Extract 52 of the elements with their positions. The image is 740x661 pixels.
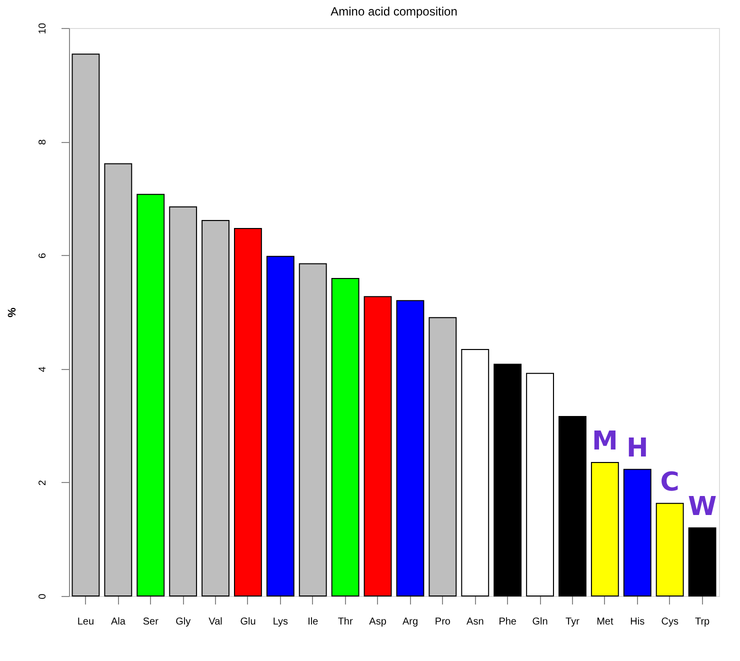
x-tick-label: Glu: [240, 616, 256, 628]
bar: [169, 206, 198, 596]
x-tick-label: His: [630, 616, 645, 628]
bar: [234, 228, 262, 596]
y-tick-label: 2: [38, 480, 48, 486]
x-tick-label: Phe: [498, 616, 517, 628]
x-tick-label: Pro: [434, 616, 451, 628]
bar: [526, 372, 554, 596]
y-tick-label: 0: [38, 593, 48, 600]
bar: [428, 317, 457, 596]
chart-title: Amino acid composition: [330, 4, 458, 18]
y-tick-label: 6: [38, 252, 48, 258]
x-tick-label: Gln: [532, 616, 548, 628]
bar: [461, 348, 490, 596]
y-tick-label: 10: [38, 22, 48, 34]
x-tick-label: Gly: [176, 616, 191, 628]
bar: [136, 194, 165, 596]
bar: [364, 296, 392, 596]
x-tick-label: Tyr: [566, 616, 580, 628]
bar: [623, 468, 652, 596]
bar: [494, 364, 522, 596]
bar: [104, 163, 132, 596]
bar: [72, 54, 100, 596]
x-tick-label: Ile: [308, 616, 319, 628]
x-tick-label: Arg: [402, 616, 418, 628]
y-tick-label: 4: [38, 366, 48, 372]
x-tick-label: Trp: [694, 616, 710, 628]
x-tick-label: Leu: [77, 616, 94, 628]
bar: [331, 278, 360, 596]
bar: [266, 256, 294, 596]
annotation: W: [688, 492, 717, 522]
x-tick-label: Asn: [466, 616, 484, 628]
x-tick-label: Val: [208, 616, 222, 628]
annotation: C: [660, 467, 680, 498]
x-tick-label: Met: [596, 616, 614, 628]
y-axis-title: %: [6, 307, 18, 318]
annotation: M: [592, 426, 618, 457]
annotation: H: [626, 433, 648, 464]
x-tick-label: Lys: [272, 616, 288, 628]
bar: [202, 220, 230, 596]
x-tick-label: Thr: [338, 616, 354, 628]
y-tick-label: 8: [38, 138, 48, 145]
bar: [656, 502, 684, 596]
bar: [590, 462, 619, 596]
bar: [298, 263, 327, 596]
x-tick-label: Ala: [110, 616, 126, 628]
bar: [396, 300, 424, 596]
x-tick-label: Cys: [661, 616, 678, 628]
bar: [688, 527, 716, 596]
x-tick-label: Asp: [369, 616, 387, 628]
x-tick-label: Ser: [142, 616, 160, 628]
bar: [558, 416, 586, 596]
